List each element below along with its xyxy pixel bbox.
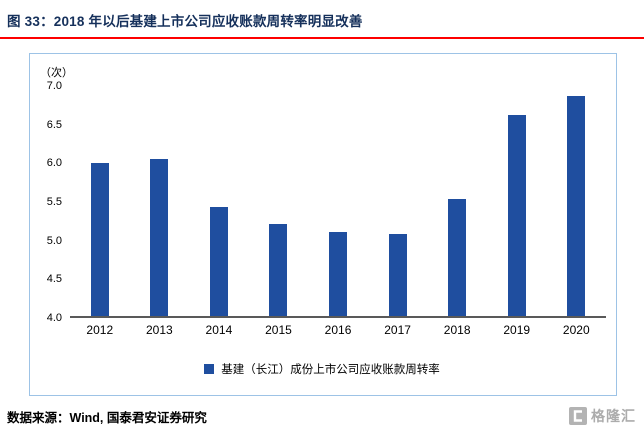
bar-column-2012 [70, 86, 130, 316]
legend: 基建（长江）成份上市公司应收账款周转率 [38, 361, 606, 377]
bar-2018 [448, 198, 467, 316]
bar-column-2018 [427, 86, 487, 316]
x-axis: 2012 2013 2014 2015 2016 2017 2018 2019 2020 [70, 318, 606, 337]
legend-swatch-icon [204, 364, 215, 374]
y-tick-label: 5.5 [46, 196, 62, 208]
y-axis: 7.0 6.5 6.0 5.5 5.0 4.5 4.0 [38, 80, 70, 324]
y-tick-label: 6.5 [46, 118, 62, 131]
bar-2014 [209, 207, 228, 316]
x-tick-label: 2018 [443, 323, 471, 337]
x-tick-label: 2016 [324, 323, 352, 337]
legend-label: 基建（长江）成份上市公司应收账款周转率 [221, 364, 440, 376]
y-tick-label: 4.0 [46, 312, 62, 324]
bar-2016 [329, 231, 348, 316]
x-tick-label: 2015 [265, 323, 292, 337]
x-tick-label: 2013 [145, 323, 173, 337]
bar-column-2019 [487, 86, 547, 316]
brand-logo-icon [569, 407, 587, 425]
bar-2015 [269, 224, 288, 316]
bar-2017 [388, 233, 407, 316]
figure-title: 图 33：2018 年以后基建上市公司应收账款周转率明显改善 [0, 0, 644, 39]
x-tick-label: 2017 [384, 323, 411, 337]
plot-area-wrapper: 7.0 6.5 6.0 5.5 5.0 4.5 4.0 [38, 80, 606, 324]
y-tick-label: 4.5 [46, 273, 62, 286]
y-tick-label: 5.0 [46, 234, 62, 247]
bar-column-2020 [547, 86, 607, 316]
data-source-text: 数据来源：Wind, 国泰君安证券研究 [7, 410, 207, 425]
x-tick-label: 2014 [205, 323, 233, 337]
x-tick-label: 2020 [562, 323, 590, 337]
y-tick-label: 6.0 [46, 157, 62, 170]
bar-column-2016 [308, 86, 368, 316]
brand-logo-text: 格隆汇 [591, 408, 636, 424]
bar-2020 [567, 95, 586, 316]
bar-2013 [150, 158, 169, 316]
bar-column-2013 [130, 86, 190, 316]
bar-2012 [90, 162, 109, 316]
footer: 数据来源：Wind, 国泰君安证券研究 格隆汇 [0, 396, 644, 426]
y-tick-label: 7.0 [46, 80, 62, 92]
plot-area [70, 86, 606, 318]
x-tick-label: 2012 [86, 323, 114, 337]
y-axis-unit-label: （次） [40, 67, 73, 79]
bar-column-2014 [189, 86, 249, 316]
chart-frame: （次） 7.0 6.5 6.0 5.5 5.0 4.5 4.0 2012 2013 2014 20… [29, 53, 617, 396]
bar-column-2017 [368, 86, 428, 316]
brand-logo: 格隆汇 [569, 406, 636, 426]
x-tick-label: 2019 [503, 323, 531, 337]
bar-2019 [507, 115, 526, 316]
bar-column-2015 [249, 86, 309, 316]
